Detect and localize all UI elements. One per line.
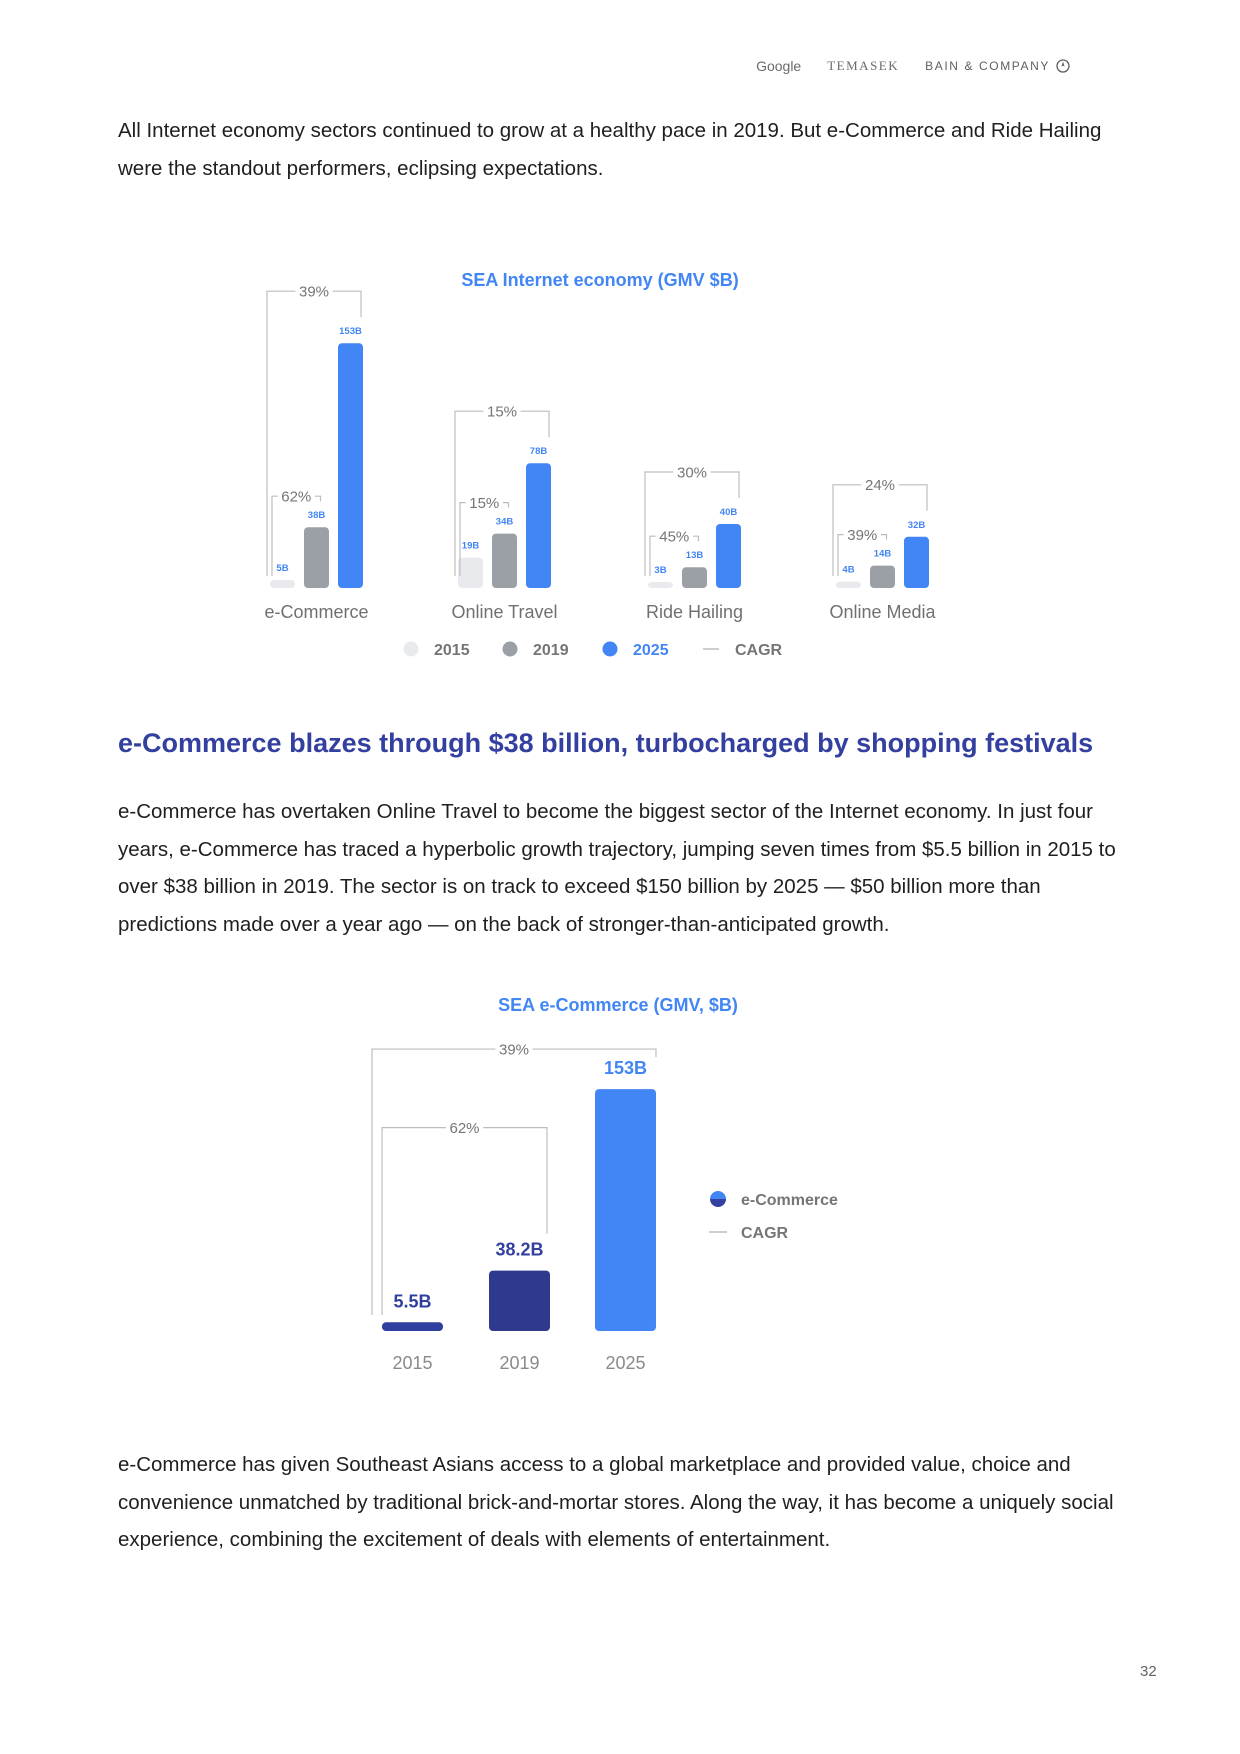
bar-ride-hailing-2015 bbox=[648, 582, 673, 588]
header-logos: Google TEMASEK BAIN & COMPANY bbox=[756, 58, 1070, 74]
legend-label-cagr: CAGR bbox=[735, 642, 783, 659]
value-label-online-travel-2015: 19B bbox=[462, 541, 480, 552]
legend-marker-e-commerce-top bbox=[710, 1191, 726, 1199]
legend-marker-2019 bbox=[502, 641, 518, 657]
value-label-online-travel-2025: 78B bbox=[530, 446, 548, 457]
category-label-ride-hailing: Ride Hailing bbox=[646, 602, 743, 622]
bar-online-media-2015 bbox=[836, 581, 861, 588]
cagr-2015-2019-ride-hailing-label: 45% bbox=[659, 529, 689, 546]
legend-label-e-commerce: e-Commerce bbox=[741, 1192, 838, 1209]
cagr-2015-2019-online-media-label: 39% bbox=[847, 527, 877, 544]
cagr-2015-2019-online-travel-label: 15% bbox=[469, 495, 499, 512]
value-label-online-travel-2019: 34B bbox=[496, 517, 514, 528]
category-label-online-travel: Online Travel bbox=[451, 602, 557, 622]
value-label-ride-hailing-2015: 3B bbox=[654, 565, 666, 576]
bain-compass-icon bbox=[1056, 59, 1070, 73]
legend-label-cagr: CAGR bbox=[741, 1225, 789, 1242]
value-label-e-commerce-2015: 5B bbox=[276, 563, 288, 574]
cagr-2019-2025-ride-hailing-bracket bbox=[644, 471, 740, 576]
cagr-2019-2025-online-travel-label: 15% bbox=[487, 404, 517, 421]
value-label-e-commerce-2019: 38B bbox=[308, 510, 326, 521]
bar-online-media-2025 bbox=[904, 536, 929, 588]
cagr-2015-2019-online-travel-bracket bbox=[459, 502, 510, 576]
bain-logo: BAIN & COMPANY bbox=[925, 59, 1070, 73]
legend-marker-e-commerce-bottom bbox=[710, 1199, 726, 1207]
bar-e-commerce-2019 bbox=[304, 527, 329, 588]
sea-ecommerce-chart: SEA e-Commerce (GMV, $B) 5.5B 2015 38.2B 201… bbox=[371, 995, 838, 1373]
chart-title: SEA Internet economy (GMV $B) bbox=[461, 270, 738, 290]
bar-online-travel-2025 bbox=[526, 463, 551, 588]
legend-label-2019: 2019 bbox=[533, 642, 569, 659]
ecommerce-paragraph: e-Commerce has overtaken Online Travel t… bbox=[118, 800, 1116, 936]
intro-paragraph: All Internet economy sectors continued t… bbox=[118, 119, 1102, 180]
cagr-2015-2019-e-commerce-label: 62% bbox=[281, 489, 311, 506]
category-label-2015: 2015 bbox=[392, 1353, 432, 1373]
sea-internet-economy-chart: SEA Internet economy (GMV $B) 5B 38B 153B e-… bbox=[264, 270, 936, 659]
category-label-e-commerce: e-Commerce bbox=[264, 602, 368, 622]
bar-online-travel-2015 bbox=[458, 557, 483, 588]
category-label-online-media: Online Media bbox=[829, 602, 936, 622]
cagr-2019-2025-ride-hailing-label: 30% bbox=[677, 464, 707, 481]
cagr-2015-2019-label: 62% bbox=[449, 1120, 479, 1137]
legend-marker-2015 bbox=[403, 641, 419, 657]
legend-label-2025: 2025 bbox=[633, 642, 669, 659]
cagr-2019-2025-online-travel-bracket bbox=[454, 410, 550, 576]
cagr-2015-2019-online-media-bracket bbox=[837, 534, 888, 576]
value-label-2025: 153B bbox=[604, 1058, 647, 1078]
bar-2025 bbox=[595, 1089, 656, 1331]
cagr-2015-2019-ride-hailing-bracket bbox=[649, 535, 700, 576]
category-label-2025: 2025 bbox=[605, 1353, 645, 1373]
value-label-2015: 5.5B bbox=[393, 1291, 431, 1311]
cagr-2015-2025-label: 39% bbox=[499, 1041, 529, 1058]
bar-2015 bbox=[382, 1322, 443, 1331]
value-label-online-media-2019: 14B bbox=[874, 549, 892, 560]
value-label-ride-hailing-2019: 13B bbox=[686, 550, 704, 561]
bar-ride-hailing-2019 bbox=[682, 567, 707, 588]
value-label-2019: 38.2B bbox=[495, 1240, 543, 1260]
cagr-2015-2019-bracket bbox=[381, 1127, 548, 1315]
cagr-2019-2025-online-media-bracket bbox=[832, 484, 928, 576]
temasek-logo: TEMASEK bbox=[827, 58, 900, 73]
cagr-2015-2025-bracket bbox=[371, 1048, 657, 1315]
bar-online-travel-2019 bbox=[492, 533, 517, 588]
closing-paragraph: e-Commerce has given Southeast Asians ac… bbox=[118, 1453, 1114, 1551]
bar-e-commerce-2025 bbox=[338, 343, 363, 588]
value-label-online-media-2025: 32B bbox=[908, 520, 926, 531]
value-label-ride-hailing-2025: 40B bbox=[720, 507, 738, 518]
legend-label-2015: 2015 bbox=[434, 642, 470, 659]
section-heading: e-Commerce blazes through $38 billion, t… bbox=[118, 728, 1094, 758]
bar-ride-hailing-2025 bbox=[716, 524, 741, 588]
cagr-2019-2025-e-commerce-bracket bbox=[266, 290, 362, 576]
cagr-2019-2025-online-media-label: 24% bbox=[865, 477, 895, 494]
cagr-2019-2025-e-commerce-label: 39% bbox=[299, 284, 329, 301]
value-label-online-media-2015: 4B bbox=[842, 565, 854, 576]
legend-marker-e-commerce bbox=[710, 1191, 726, 1207]
page-number: 32 bbox=[1140, 1663, 1157, 1680]
bar-2019 bbox=[489, 1270, 550, 1331]
value-label-e-commerce-2025: 153B bbox=[339, 326, 362, 337]
bar-online-media-2019 bbox=[870, 565, 895, 588]
google-logo: Google bbox=[756, 58, 802, 74]
chart-title: SEA e-Commerce (GMV, $B) bbox=[498, 995, 738, 1015]
legend-marker-2025 bbox=[602, 641, 618, 657]
bain-logo-text: BAIN & COMPANY bbox=[925, 59, 1050, 73]
bar-e-commerce-2015 bbox=[270, 580, 295, 588]
category-label-2019: 2019 bbox=[499, 1353, 539, 1373]
cagr-2015-2019-e-commerce-bracket bbox=[271, 495, 322, 576]
